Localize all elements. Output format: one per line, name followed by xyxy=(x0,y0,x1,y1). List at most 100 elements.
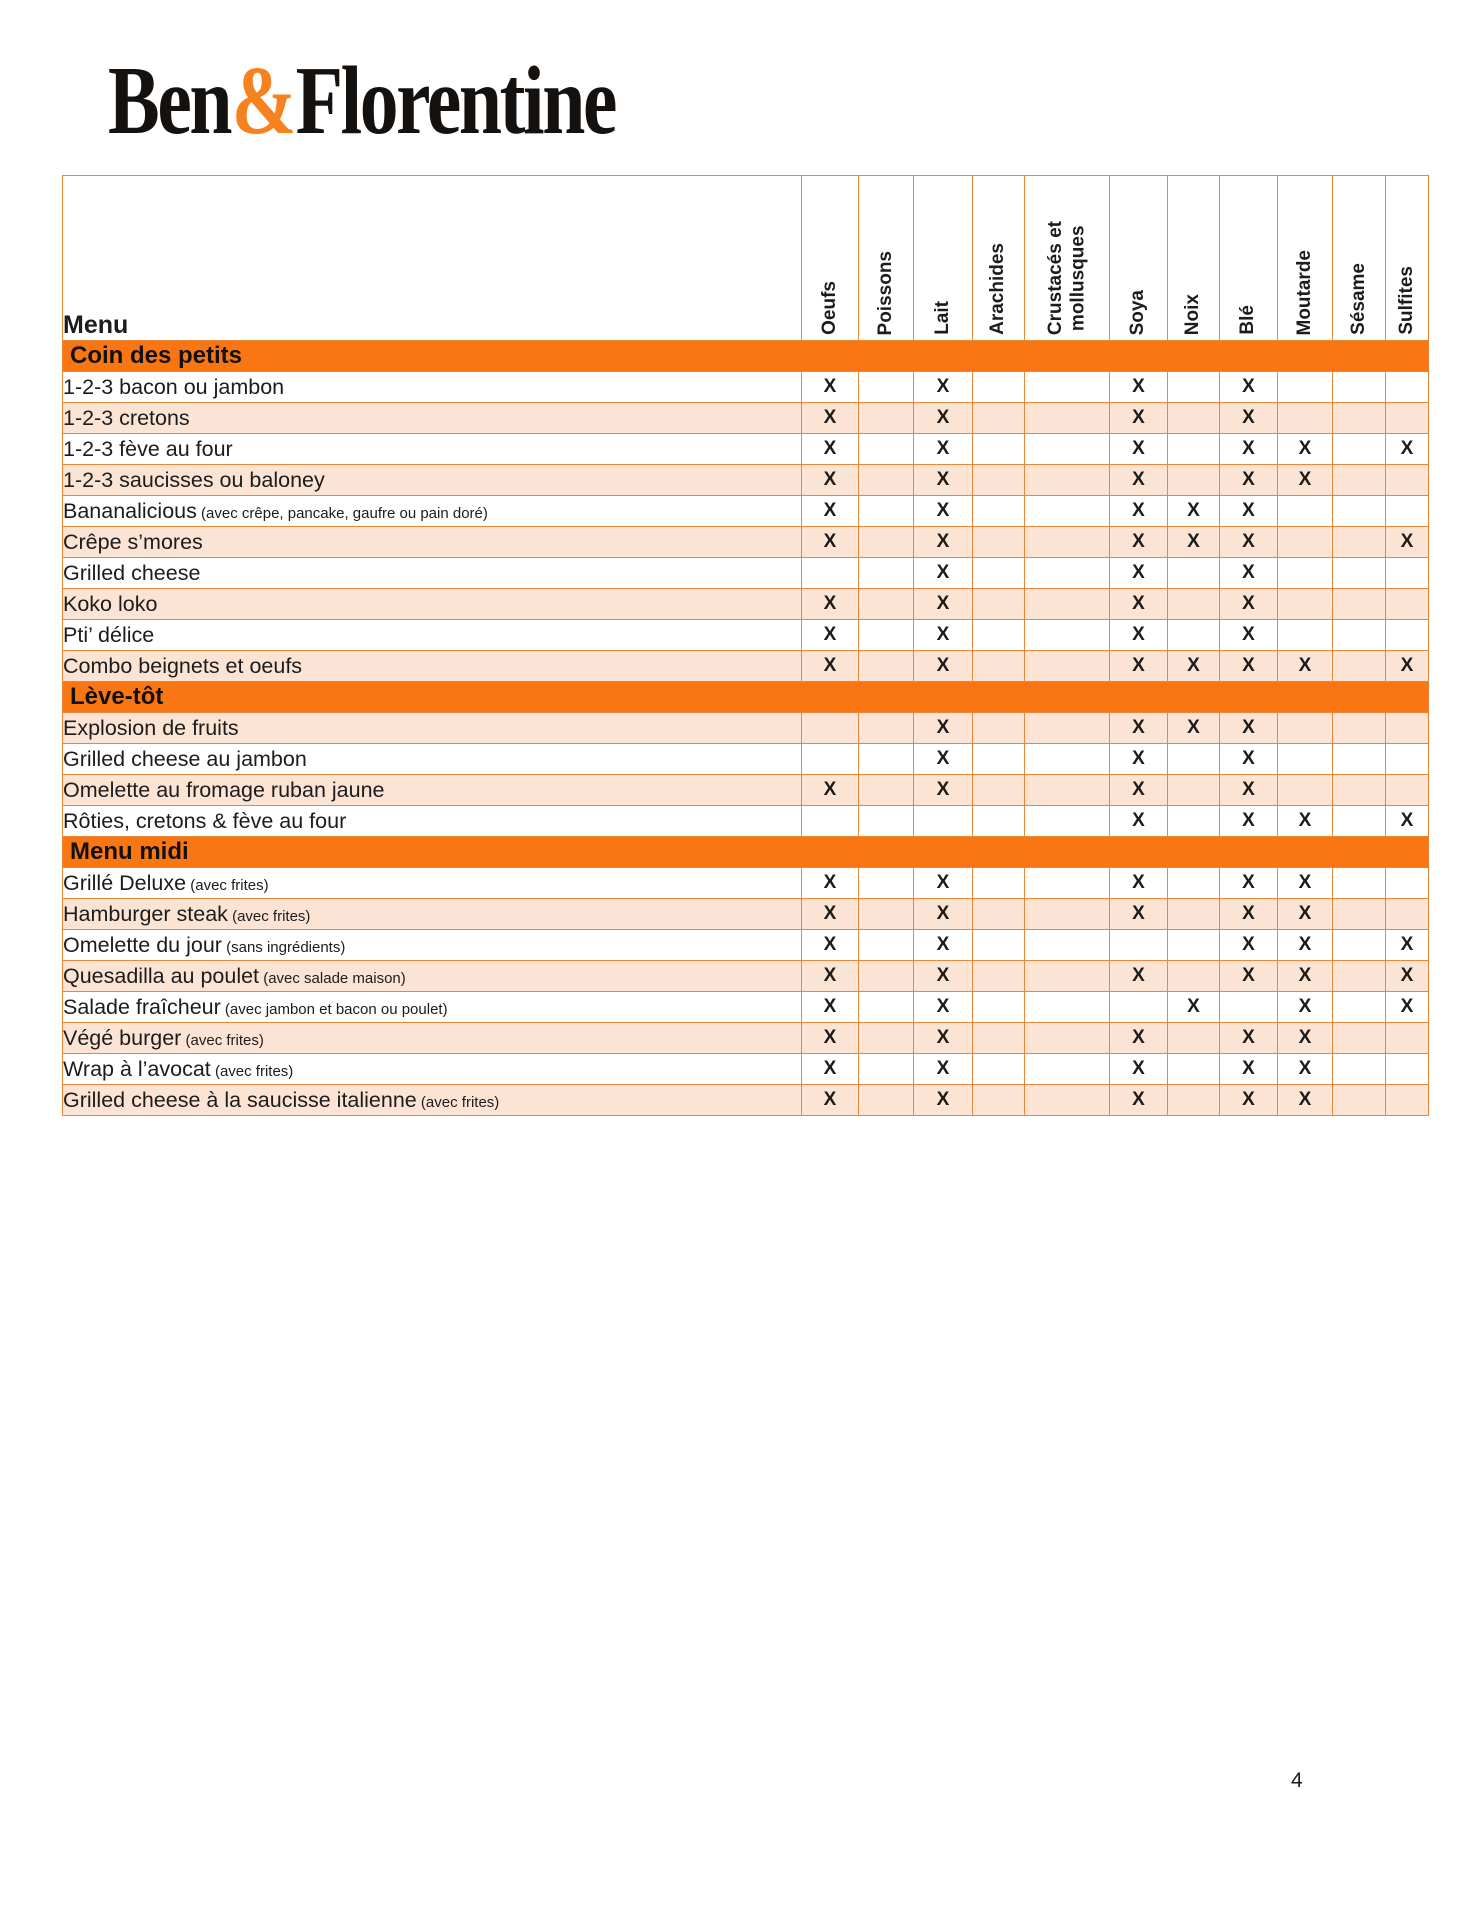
menu-item-name-cell: Wrap à l’avocat (avec frites) xyxy=(62,1053,802,1085)
page-number: 4 xyxy=(1291,1769,1303,1792)
menu-item-name: Pti’ délice xyxy=(63,622,155,647)
allergen-mark-cell-arachides xyxy=(972,743,1025,775)
allergen-mark-cell-noix xyxy=(1167,464,1220,496)
allergen-mark-cell-lait: X xyxy=(913,743,973,775)
allergen-mark-cell-crustaces-et-mollusques xyxy=(1024,402,1110,434)
allergen-mark-cell-crustaces-et-mollusques xyxy=(1024,774,1110,806)
allergen-mark-cell-lait: X xyxy=(913,402,973,434)
column-header-label: Crustacés et mollusques xyxy=(1044,220,1088,335)
allergen-mark-cell-soya: X xyxy=(1109,371,1168,403)
menu-item-name-cell: Végé burger (avec frites) xyxy=(62,1022,802,1054)
column-header-label: Lait xyxy=(931,301,953,335)
allergen-mark-cell-soya xyxy=(1109,991,1168,1023)
allergen-mark-cell-ble: X xyxy=(1219,898,1278,930)
menu-item-row-1-2-3-cretons: 1-2-3 cretons X X X X xyxy=(62,402,1429,434)
allergen-mark-cell-noix xyxy=(1167,371,1220,403)
allergen-mark-cell-sulfites xyxy=(1385,402,1429,434)
column-header-noix: Noix xyxy=(1167,175,1220,341)
allergen-mark-cell-ble: X xyxy=(1219,557,1278,589)
allergen-mark-cell-moutarde: X xyxy=(1277,464,1333,496)
allergen-mark-cell-lait: X xyxy=(913,464,973,496)
allergen-mark-cell-sesame xyxy=(1332,805,1386,837)
allergen-mark-cell-sesame xyxy=(1332,774,1386,806)
allergen-mark-cell-poissons xyxy=(858,588,914,620)
allergen-mark-cell-soya: X xyxy=(1109,588,1168,620)
allergen-mark-cell-soya: X xyxy=(1109,495,1168,527)
column-header-label: Blé xyxy=(1237,305,1259,335)
allergen-mark-cell-sesame xyxy=(1332,526,1386,558)
allergen-mark-cell-soya: X xyxy=(1109,960,1168,992)
menu-item-note: (avec frites) xyxy=(227,907,311,925)
menu-item-name: 1-2-3 bacon ou jambon xyxy=(63,374,285,399)
allergen-mark-cell-crustaces-et-mollusques xyxy=(1024,960,1110,992)
allergen-mark-cell-moutarde xyxy=(1277,619,1333,651)
allergen-mark-cell-arachides xyxy=(972,712,1025,744)
allergen-mark-cell-lait: X xyxy=(913,1053,973,1085)
allergen-mark-cell-oeufs: X xyxy=(801,371,859,403)
allergen-mark-cell-oeufs xyxy=(801,712,859,744)
column-header-crustaces-et-mollusques: Crustacés et mollusques xyxy=(1024,175,1110,341)
allergen-mark-cell-soya: X xyxy=(1109,898,1168,930)
menu-item-note: (avec frites) xyxy=(210,1062,294,1080)
allergen-mark-cell-sulfites: X xyxy=(1385,526,1429,558)
menu-item-row-omelette-au-fromage-ruban-jaune: Omelette au fromage ruban jaune X X X X xyxy=(62,774,1429,806)
allergen-mark-cell-sesame xyxy=(1332,743,1386,775)
allergen-mark-cell-poissons xyxy=(858,1053,914,1085)
allergen-mark-cell-arachides xyxy=(972,650,1025,682)
allergen-mark-cell-sesame xyxy=(1332,991,1386,1023)
allergen-mark-cell-crustaces-et-mollusques xyxy=(1024,1084,1110,1116)
allergen-mark-cell-sulfites xyxy=(1385,743,1429,775)
allergen-mark-cell-oeufs: X xyxy=(801,1022,859,1054)
allergen-mark-cell-noix xyxy=(1167,1022,1220,1054)
menu-item-note: (avec crêpe, pancake, gaufre ou pain dor… xyxy=(196,504,488,522)
menu-item-row-crepe-s-mores: Crêpe s’mores X X X X X X xyxy=(62,526,1429,558)
menu-item-row-1-2-3-saucisses-ou-baloney: 1-2-3 saucisses ou baloney X X X X X xyxy=(62,464,1429,496)
allergen-mark-cell-moutarde: X xyxy=(1277,1022,1333,1054)
allergen-mark-cell-poissons xyxy=(858,1022,914,1054)
menu-item-row-hamburger-steak: Hamburger steak (avec frites) X X X X X xyxy=(62,898,1429,930)
allergen-mark-cell-crustaces-et-mollusques xyxy=(1024,619,1110,651)
allergen-mark-cell-lait: X xyxy=(913,712,973,744)
column-header-moutarde: Moutarde xyxy=(1277,175,1333,341)
allergen-mark-cell-oeufs: X xyxy=(801,1053,859,1085)
allergen-mark-cell-sesame xyxy=(1332,495,1386,527)
allergen-mark-cell-moutarde xyxy=(1277,588,1333,620)
menu-item-name-cell: Bananalicious (avec crêpe, pancake, gauf… xyxy=(62,495,802,527)
allergen-mark-cell-soya: X xyxy=(1109,867,1168,899)
allergen-mark-cell-crustaces-et-mollusques xyxy=(1024,588,1110,620)
section-header-row-menu-midi: Menu midi xyxy=(62,836,1429,868)
menu-item-row-1-2-3-bacon-ou-jambon: 1-2-3 bacon ou jambon X X X X xyxy=(62,371,1429,403)
allergen-mark-cell-moutarde: X xyxy=(1277,805,1333,837)
menu-item-name-cell: 1-2-3 fève au four xyxy=(62,433,802,465)
allergen-mark-cell-crustaces-et-mollusques xyxy=(1024,898,1110,930)
allergen-mark-cell-poissons xyxy=(858,1084,914,1116)
allergen-mark-cell-poissons xyxy=(858,619,914,651)
menu-item-row-explosion-de-fruits: Explosion de fruits X X X X xyxy=(62,712,1429,744)
column-header-label: Poissons xyxy=(874,250,896,335)
allergen-mark-cell-crustaces-et-mollusques xyxy=(1024,495,1110,527)
allergen-mark-cell-poissons xyxy=(858,898,914,930)
menu-item-row-combo-beignets-et-oeufs: Combo beignets et oeufs X X X X X X X xyxy=(62,650,1429,682)
menu-item-name-cell: Crêpe s’mores xyxy=(62,526,802,558)
menu-item-name-cell: Koko loko xyxy=(62,588,802,620)
allergen-mark-cell-lait: X xyxy=(913,526,973,558)
column-header-label: Arachides xyxy=(987,243,1009,335)
allergen-mark-cell-oeufs: X xyxy=(801,619,859,651)
allergen-mark-cell-sulfites xyxy=(1385,371,1429,403)
allergen-mark-cell-lait: X xyxy=(913,619,973,651)
menu-item-row-grille-deluxe: Grillé Deluxe (avec frites) X X X X X xyxy=(62,867,1429,899)
menu-item-name: Grillé Deluxe xyxy=(63,870,187,895)
allergen-mark-cell-oeufs: X xyxy=(801,588,859,620)
allergen-mark-cell-noix xyxy=(1167,402,1220,434)
allergen-mark-cell-noix: X xyxy=(1167,712,1220,744)
allergen-mark-cell-sesame xyxy=(1332,588,1386,620)
section-title: Lève-tôt xyxy=(62,681,1429,713)
allergen-mark-cell-soya: X xyxy=(1109,650,1168,682)
menu-item-row-vege-burger: Végé burger (avec frites) X X X X X xyxy=(62,1022,1429,1054)
menu-item-name: Quesadilla au poulet xyxy=(63,963,260,988)
allergen-mark-cell-oeufs: X xyxy=(801,898,859,930)
allergen-mark-cell-ble: X xyxy=(1219,960,1278,992)
menu-item-name-cell: Grillé Deluxe (avec frites) xyxy=(62,867,802,899)
allergen-mark-cell-poissons xyxy=(858,867,914,899)
